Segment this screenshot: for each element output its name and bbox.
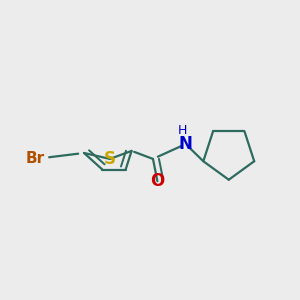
Text: S: S: [104, 150, 116, 168]
Text: N: N: [179, 135, 193, 153]
Text: O: O: [150, 172, 165, 190]
Text: H: H: [177, 124, 187, 137]
Text: Br: Br: [26, 152, 45, 166]
